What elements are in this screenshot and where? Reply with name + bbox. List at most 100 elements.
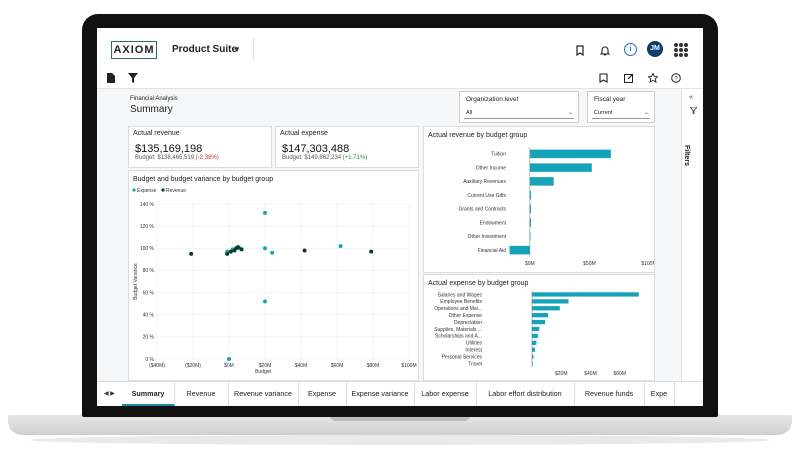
category-label: Salaries and Wages	[437, 292, 482, 298]
info-icon[interactable]: i	[624, 43, 637, 56]
tab-expense-variance[interactable]: Expense variance	[346, 382, 415, 406]
x-tick-label: $60M	[613, 371, 626, 377]
bell-icon[interactable]	[599, 45, 611, 56]
bar	[529, 218, 532, 227]
category-label: Tuition	[491, 152, 506, 158]
organization-level-label: Organization level	[466, 96, 519, 103]
bar	[532, 354, 534, 359]
tab-expe[interactable]: Expe	[644, 382, 675, 406]
scatter-chart-card: Budget and budget variance by budget gro…	[128, 170, 419, 381]
filter-outline-icon	[689, 106, 698, 116]
bookmark-icon[interactable]	[599, 73, 608, 85]
chart-title: Actual revenue by budget group	[428, 132, 527, 139]
data-point-revenue	[236, 245, 240, 250]
data-point-revenue	[302, 248, 307, 253]
help-icon[interactable]: ?	[671, 73, 681, 85]
kpi-budget: Budget: $149,862,234 (+1.71%)	[282, 155, 367, 161]
tab-labor-expense[interactable]: Labor expense	[414, 382, 477, 406]
product-suite-menu[interactable]: Product Suite	[172, 44, 238, 55]
data-point-revenue	[369, 249, 374, 254]
kpi-title: Actual revenue	[133, 130, 180, 137]
star-icon[interactable]	[647, 72, 659, 85]
laptop-shadow	[30, 435, 770, 445]
axiom-logo[interactable]: AXIOM	[111, 41, 157, 59]
user-avatar[interactable]: JM	[647, 41, 663, 57]
category-label: Employee Benefits	[440, 299, 482, 305]
variance-positive: (+1.71%)	[342, 155, 368, 161]
scatter-chart: Budget and budget variance by budget gro…	[132, 176, 417, 375]
app-screen: AXIOM Product Suite ▼ i JM	[97, 28, 703, 406]
kpi-title: Actual expense	[280, 130, 328, 137]
bookmark-icon[interactable]	[575, 45, 585, 57]
expense-bar-chart: Actual expense by budget group Salaries a…	[428, 280, 639, 377]
edit-icon[interactable]	[624, 73, 634, 85]
data-point-expense	[263, 299, 267, 304]
tab-summary[interactable]: Summary	[122, 382, 175, 406]
top-bar: AXIOM Product Suite ▼ i JM	[97, 28, 703, 69]
tab-labor-effort-distribution[interactable]: Labor effort distribution	[476, 382, 575, 406]
x-tick-label: $0M	[525, 261, 535, 267]
bar	[529, 149, 611, 159]
double-chevron-left-icon[interactable]: «	[689, 94, 693, 101]
category-label: Financial Aid	[478, 248, 507, 254]
data-point-expense	[338, 244, 343, 249]
tab-scroll-arrows[interactable]: ◀ ▶	[104, 391, 115, 397]
category-label: Utilities	[466, 341, 483, 347]
chevron-down-icon[interactable]: ▼	[233, 45, 241, 54]
filters-panel[interactable]: « Filters	[681, 89, 703, 381]
bar	[532, 292, 639, 297]
category-label: Other Expense	[449, 313, 483, 319]
bar	[509, 245, 530, 255]
revenue-bar-chart-card: Actual revenue by budget group Tuition Oth…	[423, 126, 655, 273]
organization-level-dropdown[interactable]: Organization level All ⌄	[459, 91, 579, 123]
tab-revenue[interactable]: Revenue	[174, 382, 229, 406]
bar	[532, 347, 535, 352]
kpi-value: $147,303,488	[282, 143, 350, 155]
bar	[532, 319, 546, 325]
category-label: Scholarships and A...	[435, 334, 482, 340]
app-grid-icon[interactable]	[674, 43, 688, 57]
x-tick-label: $40M	[295, 363, 308, 369]
data-point-revenue	[228, 249, 233, 254]
kpi-card-revenue: Actual revenue $135,169,198 Budget: $138…	[128, 126, 272, 168]
tab-revenue-funds[interactable]: Revenue funds	[574, 382, 645, 406]
svg-text:?: ?	[674, 76, 678, 82]
bar	[529, 163, 592, 172]
category-label: Other Investment	[468, 234, 507, 240]
fiscal-year-dropdown[interactable]: Fiscal year Current ⌄	[587, 91, 655, 123]
filter-icon[interactable]	[128, 73, 138, 85]
kpi-value: $135,169,198	[135, 143, 203, 155]
fiscal-year-value: Current	[594, 110, 613, 116]
bar	[532, 340, 537, 345]
y-tick-label: 20 %	[143, 335, 155, 341]
bar	[529, 204, 532, 214]
tab-revenue-variance[interactable]: Revenue variance	[228, 382, 299, 406]
x-tick-label: $50M	[583, 261, 596, 267]
x-tick-label: ($20M)	[185, 363, 201, 369]
tab-expense[interactable]: Expense	[298, 382, 347, 406]
kpi-budget: Budget: $138,465,519 (-2.38%)	[135, 155, 219, 161]
x-axis-label: Budget	[255, 369, 271, 375]
y-tick-label: 120 %	[140, 224, 155, 230]
divider	[592, 118, 650, 119]
bar	[529, 190, 532, 200]
filters-label[interactable]: Filters	[683, 145, 690, 167]
x-tick-label: $0M	[224, 363, 234, 369]
expense-bar-chart-card: Actual expense by budget group Salaries a…	[423, 274, 655, 381]
category-label: Grants and Contracts	[458, 207, 506, 213]
category-label: Operations and Mai...	[434, 306, 482, 312]
organization-level-value: All	[466, 110, 473, 116]
divider	[464, 118, 574, 119]
x-tick-label: $40M	[584, 371, 597, 377]
legend-label-revenue: Revenue	[166, 188, 186, 194]
document-icon[interactable]	[107, 73, 115, 85]
laptop-notch	[330, 415, 470, 421]
breadcrumb: Financial Analysis	[130, 96, 178, 102]
chevron-down-icon: ⌄	[567, 110, 573, 116]
budget-text: Budget: $149,862,234	[282, 155, 342, 161]
bar	[532, 313, 549, 318]
x-tick-label: ($40M)	[149, 363, 165, 369]
bar	[532, 306, 560, 311]
y-tick-label: 80 %	[143, 268, 155, 274]
bar	[532, 326, 540, 332]
